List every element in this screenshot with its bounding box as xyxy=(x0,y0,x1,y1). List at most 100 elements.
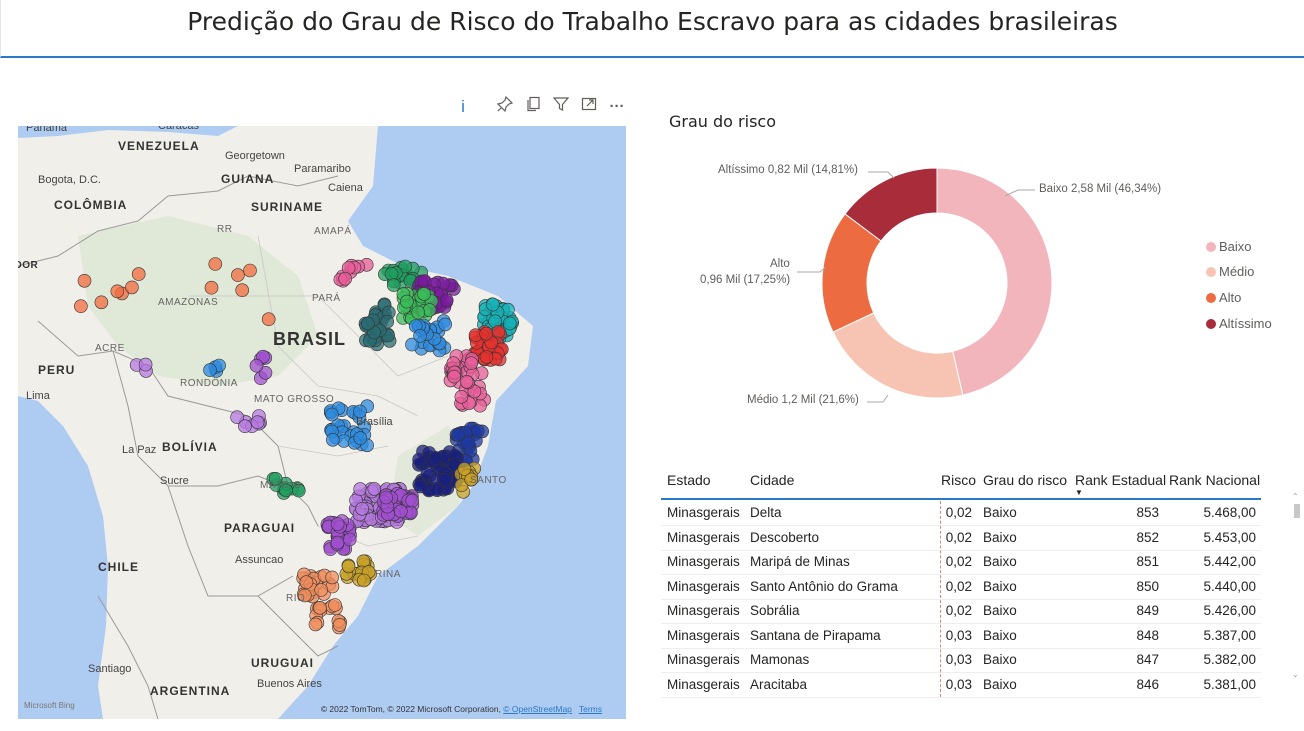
map-bubble[interactable] xyxy=(451,428,465,442)
map-bubble[interactable] xyxy=(386,278,401,292)
map-bubble[interactable] xyxy=(447,369,461,384)
column-header-risco[interactable]: Risco xyxy=(941,472,977,488)
table-row[interactable]: Minasgerais Sobrália 0,02 Baixo 849 5.426,00 xyxy=(661,599,1261,624)
info-icon[interactable]: i xyxy=(461,97,465,116)
map-bubble[interactable] xyxy=(313,600,327,615)
table-row[interactable]: Minasgerais Descoberto 0,02 Baixo 852 5.453,0… xyxy=(661,526,1261,551)
scroll-down-icon[interactable]: ⌄ xyxy=(1292,670,1299,679)
map-bubble[interactable] xyxy=(405,493,420,508)
scrollbar-thumb[interactable] xyxy=(1294,504,1300,518)
table-row[interactable]: Minasgerais Santana de Pirapama 0,03 Baixo 8… xyxy=(661,624,1261,649)
map-bubble[interactable] xyxy=(204,280,219,295)
table-row[interactable]: Minasgerais Maripá de Minas 0,02 Baixo 851 5.… xyxy=(661,550,1261,575)
pin-icon[interactable] xyxy=(494,95,516,118)
map-bubble[interactable] xyxy=(353,404,367,419)
map-bubble[interactable] xyxy=(353,431,368,445)
map-bubble[interactable] xyxy=(341,559,356,574)
map-bubble[interactable] xyxy=(464,356,479,370)
map-bubble[interactable] xyxy=(299,575,314,590)
table-row[interactable]: Minasgerais Mamonas 0,03 Baixo 847 5.382,00 xyxy=(661,648,1261,673)
map-bubble[interactable] xyxy=(249,358,264,373)
focus-mode-icon[interactable] xyxy=(578,96,600,118)
map-bubble[interactable] xyxy=(367,482,382,496)
table-row[interactable]: Minasgerais Santo Antônio do Grama 0,02 Bai… xyxy=(661,575,1261,600)
map-bubble[interactable] xyxy=(380,314,395,329)
map-bubble[interactable] xyxy=(268,471,283,486)
map-bubble[interactable] xyxy=(291,483,306,498)
map-bubble[interactable] xyxy=(258,366,273,380)
map-bubble[interactable] xyxy=(230,410,244,425)
map-bubble[interactable] xyxy=(430,483,444,498)
map-bubble[interactable] xyxy=(338,271,353,286)
map-bubble[interactable] xyxy=(208,257,223,271)
map-bubble[interactable] xyxy=(94,295,109,310)
map-bubble[interactable] xyxy=(470,424,485,438)
map-bubble[interactable] xyxy=(125,280,139,295)
map-bubble[interactable] xyxy=(131,267,146,281)
map-bubble[interactable] xyxy=(332,618,347,632)
map-bubble[interactable] xyxy=(439,293,454,307)
map-bubble[interactable] xyxy=(502,316,517,331)
column-header-rank-estadual[interactable]: Rank Estadual xyxy=(1075,472,1167,488)
map-bubble[interactable] xyxy=(231,268,245,282)
map-bubble[interactable] xyxy=(110,284,125,299)
donut-chart[interactable] xyxy=(700,150,1180,430)
map-bubble[interactable] xyxy=(74,299,88,313)
filter-icon[interactable] xyxy=(550,96,572,118)
map-bubble[interactable] xyxy=(486,297,500,312)
map-bubble[interactable] xyxy=(413,328,427,343)
map-bubble[interactable] xyxy=(238,419,252,434)
map-bubble[interactable] xyxy=(464,472,479,487)
column-header-estado[interactable]: Estado xyxy=(667,472,711,488)
bubble-map[interactable]: VENEZUELA GUIANA SURINAME COLÔMBIA PERU … xyxy=(18,126,626,719)
map-bubble[interactable] xyxy=(243,263,257,278)
map-bubble[interactable] xyxy=(428,451,443,465)
map-bubble[interactable] xyxy=(77,274,92,288)
map-bubble[interactable] xyxy=(400,294,414,309)
map-bubble[interactable] xyxy=(379,490,394,505)
map-bubble[interactable] xyxy=(394,504,408,519)
map-bubble[interactable] xyxy=(261,312,276,326)
legend-item-altissimo[interactable]: Altíssimo xyxy=(1206,316,1272,331)
legend-item-alto[interactable]: Alto xyxy=(1206,290,1241,305)
legend-item-baixo[interactable]: Baixo xyxy=(1206,239,1252,254)
map-bubble[interactable] xyxy=(138,357,153,372)
map-bubble[interactable] xyxy=(203,363,217,377)
map-bubble[interactable] xyxy=(328,598,342,612)
map-bubble[interactable] xyxy=(454,389,469,404)
column-header-rank-nacional[interactable]: Rank Nacional xyxy=(1169,472,1261,488)
map-bubble[interactable] xyxy=(413,479,428,494)
map-bubble[interactable] xyxy=(342,532,357,547)
osm-link[interactable]: © OpenStreetMap xyxy=(503,704,572,714)
map-bubble[interactable] xyxy=(314,583,329,597)
map-bubble[interactable] xyxy=(325,570,339,585)
map-bubble[interactable] xyxy=(357,573,371,588)
map-bubble[interactable] xyxy=(250,415,265,430)
map-bubble[interactable] xyxy=(479,326,494,341)
copy-icon[interactable] xyxy=(522,96,544,118)
map-bubble[interactable] xyxy=(330,517,345,531)
map-bubble[interactable] xyxy=(297,588,312,603)
table-scrollbar[interactable]: ⌃ ⌄ xyxy=(1292,492,1302,688)
map-bubble[interactable] xyxy=(405,337,419,352)
map-bubble[interactable] xyxy=(411,305,426,320)
map-bubble[interactable] xyxy=(417,287,431,301)
map-bubble[interactable] xyxy=(360,316,375,331)
map-bubble[interactable] xyxy=(308,617,323,632)
terms-link[interactable]: Terms xyxy=(578,704,602,714)
map-bubble[interactable] xyxy=(479,350,494,364)
map-bubble[interactable] xyxy=(461,436,476,450)
scroll-up-icon[interactable]: ⌃ xyxy=(1292,492,1299,501)
column-header-cidade[interactable]: Cidade xyxy=(750,472,795,488)
map-bubble[interactable] xyxy=(438,473,453,487)
map-bubble[interactable] xyxy=(412,452,426,467)
map-bubble[interactable] xyxy=(235,283,249,297)
map-bubble[interactable] xyxy=(459,375,474,389)
donut-slice-baixo[interactable] xyxy=(936,167,1053,396)
map-bubble[interactable] xyxy=(422,303,437,317)
column-header-grau[interactable]: Grau do risco xyxy=(983,472,1068,488)
map-bubble[interactable] xyxy=(398,259,413,274)
map-bubble[interactable] xyxy=(325,407,339,422)
map-bubble[interactable] xyxy=(384,267,399,281)
map-bubble[interactable] xyxy=(330,535,345,550)
